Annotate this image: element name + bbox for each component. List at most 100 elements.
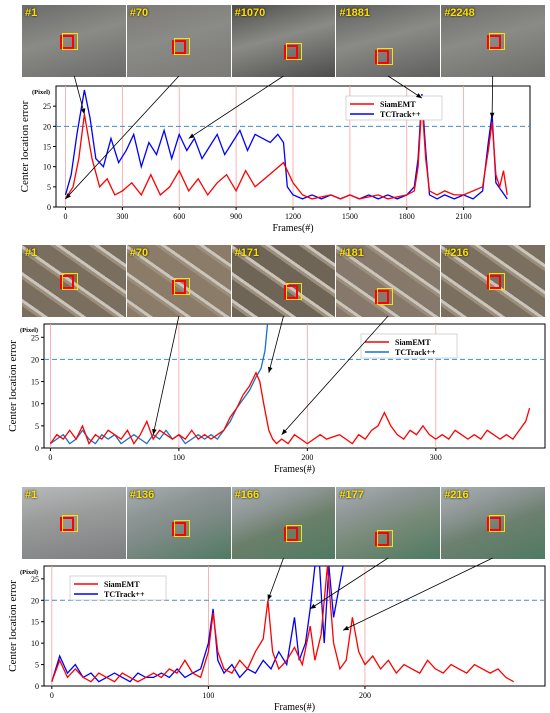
ground-truth-box: [487, 275, 502, 289]
y-tick-label: 25: [43, 102, 51, 111]
ground-truth-box: [60, 275, 74, 289]
x-tick-label: 0: [48, 453, 52, 462]
panel-1: #1 #70 #1070 #1881 #2248 0 300 600 900 1200 1500 18…: [0, 5, 550, 234]
annotation-arrow: [152, 315, 180, 435]
frame-strip: #1 #70 #171 #181 #216: [22, 245, 545, 317]
series-group: [49, 324, 531, 445]
y-tick-label: 5: [35, 422, 39, 431]
legend-label: TCTrack++: [104, 590, 145, 599]
annotation-arrowhead: [267, 594, 272, 601]
annotation-arrowhead: [80, 108, 86, 115]
plot-area: [43, 323, 546, 449]
y-tick-label: 25: [31, 333, 39, 342]
ground-truth-box: [375, 290, 390, 304]
tracker-box: [489, 515, 506, 532]
frame-strip: #1 #136 #166 #177 #216: [22, 487, 545, 559]
series-line-1: [64, 89, 508, 200]
annotation-arrow: [73, 75, 85, 115]
frame-label: #2248: [444, 7, 475, 19]
ground-truth-box: [60, 35, 74, 49]
x-tick-label: 200: [359, 691, 371, 700]
annotation-arrowhead: [152, 428, 157, 435]
annotation-arrows: [152, 315, 389, 435]
frame-label: #171: [234, 247, 260, 259]
annotation-arrow: [281, 315, 389, 435]
x-tick-label: 600: [173, 212, 185, 221]
y-axis-label: Center location error: [19, 100, 31, 192]
x-tick-label: 100: [202, 691, 214, 700]
frame-thumbnail: #70: [126, 5, 232, 77]
tracker-box: [489, 273, 506, 290]
frame-thumbnail: #70: [126, 245, 232, 317]
ground-truth-box: [283, 285, 298, 299]
y-tick-label: 10: [43, 163, 51, 172]
tracker-box: [377, 530, 394, 547]
x-axis-label: Frames(#): [274, 464, 315, 475]
y-tick-label: 25: [31, 575, 39, 584]
ground-truth-box: [487, 35, 502, 49]
annotation-arrow: [387, 75, 423, 99]
annotation-arrow: [309, 557, 389, 610]
annotation-arrow: [188, 75, 284, 139]
y-tick-label: 0: [35, 682, 39, 691]
ground-truth-box: [375, 532, 390, 546]
y-tick-label: 5: [35, 661, 39, 670]
y-tick-label: 10: [31, 639, 39, 648]
x-tick-label: 0: [50, 691, 54, 700]
frame-thumbnail: #1: [22, 245, 127, 317]
y-tick-label: 15: [31, 378, 39, 387]
annotation-arrowhead: [188, 133, 195, 139]
y-tick-label: 15: [31, 618, 39, 627]
annotation-arrowhead: [416, 93, 422, 99]
annotation-arrowhead: [343, 625, 350, 631]
y-tick-label: 10: [31, 400, 39, 409]
x-tick-label: 1500: [342, 212, 358, 221]
legend-box: [69, 575, 167, 601]
frame-strip: #1 #70 #1070 #1881 #2248: [22, 5, 545, 77]
series-group: [64, 89, 508, 200]
y-tick-label: 20: [43, 122, 51, 131]
annotation-arrow: [491, 75, 494, 119]
frame-thumbnail: #177: [336, 487, 442, 559]
x-tick-label: 0: [63, 212, 67, 221]
frame-thumbnail: #1: [22, 5, 127, 77]
ground-truth-box: [283, 45, 298, 59]
error-chart: 0 100 200 300 0 5 10 15 20 25 Frames(#) Center loca…: [7, 315, 546, 475]
x-tick-label: 100: [173, 453, 185, 462]
tracker-box: [62, 273, 78, 290]
x-axis-label: Frames(#): [274, 702, 315, 713]
frame-thumbnail: #181: [336, 245, 442, 317]
y-tick-label: 0: [47, 203, 51, 212]
frame-label: #70: [129, 247, 149, 259]
tracker-box: [173, 520, 190, 537]
frame-label: #166: [234, 489, 260, 501]
annotation-arrowhead: [267, 366, 273, 373]
legend-box: [345, 95, 443, 121]
panel-3: #1 #136 #166 #177 #216 0 100 200 0 5 10 15 20 25 Frame…: [0, 487, 550, 713]
x-tick-label: 1800: [399, 212, 415, 221]
legend-box: [360, 333, 458, 359]
ground-truth-box: [375, 50, 390, 64]
x-tick-label: 300: [430, 453, 442, 462]
x-tick-label: 1200: [285, 212, 301, 221]
frame-thumbnail: #1070: [231, 5, 337, 77]
tracker-box: [377, 48, 394, 65]
x-tick-label: 900: [230, 212, 242, 221]
frame-label: #1881: [339, 7, 370, 19]
annotation-arrowhead: [281, 429, 288, 435]
legend-label: SiamEMT: [380, 100, 416, 109]
tracker-box: [62, 33, 78, 50]
error-chart: 0 300 600 900 1200 1500 1800 2100 0 5 10 15 20 25 Fram…: [19, 75, 531, 234]
y-tick-label: 0: [35, 444, 39, 453]
ground-truth-box: [60, 517, 74, 531]
x-axis-label: Frames(#): [272, 223, 313, 234]
frame-thumbnail: #171: [231, 245, 337, 317]
tracker-box: [173, 278, 190, 295]
tracker-box: [62, 515, 78, 532]
frame-label: #1: [25, 247, 38, 259]
y-axis-label: Center location error: [7, 340, 19, 432]
frame-thumbnail: #2248: [441, 5, 545, 77]
error-chart: 0 100 200 0 5 10 15 20 25 Frames(#) Center locatio…: [7, 557, 546, 713]
